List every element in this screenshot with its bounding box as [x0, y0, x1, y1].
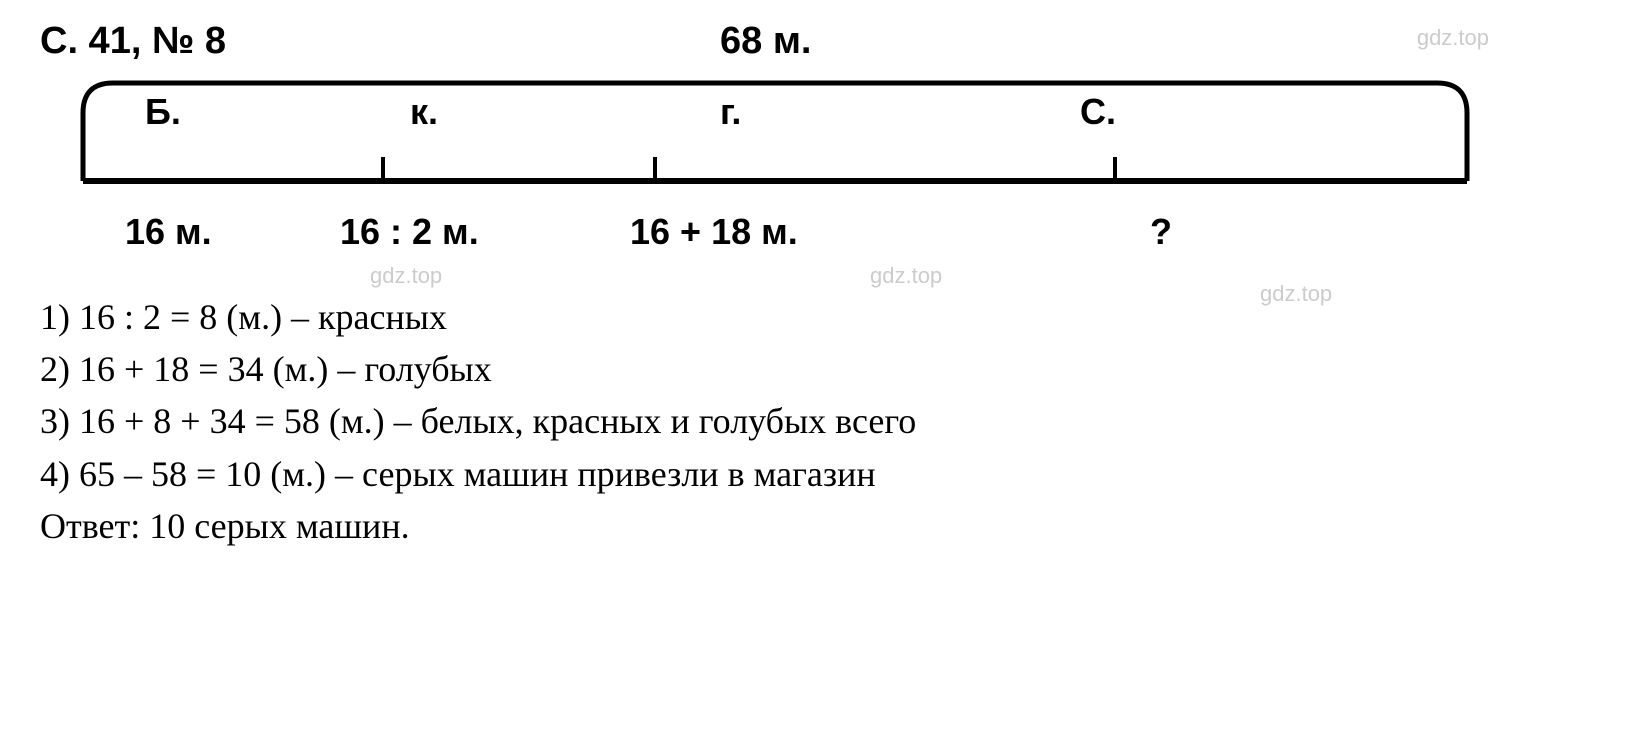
watermark-sol-1: gdz.top	[370, 263, 442, 289]
watermark-top-right: gdz.top	[1417, 25, 1489, 51]
solution-line-2: 2) 16 + 18 = 34 (м.) – голубых	[40, 343, 1589, 395]
header-row: С. 41, № 8 68 м. gdz.top	[40, 20, 1589, 63]
page-reference: С. 41, № 8	[40, 20, 226, 63]
solution-line-3: 3) 16 + 8 + 34 = 58 (м.) – белых, красны…	[40, 395, 1589, 447]
letter-s: С.	[1080, 91, 1116, 133]
total-label: 68 м.	[720, 20, 812, 63]
value-3: 16 + 18 м.	[630, 211, 798, 253]
letter-k: к.	[410, 91, 438, 133]
value-4: ?	[1150, 211, 1172, 253]
watermark-sol-2: gdz.top	[870, 263, 942, 289]
value-1: 16 м.	[125, 211, 212, 253]
letter-b: Б.	[145, 91, 181, 133]
solution-line-4: 4) 65 – 58 = 10 (м.) – серых машин приве…	[40, 448, 1589, 500]
letter-g: г.	[720, 91, 741, 133]
solution-area: gdz.top gdz.top gdz.top 1) 16 : 2 = 8 (м…	[40, 291, 1589, 552]
bracket-path	[83, 83, 1467, 181]
segment-diagram: Б. к. г. С.	[40, 71, 1520, 201]
values-row: 16 м. 16 : 2 м. 16 + 18 м. ?	[40, 211, 1520, 261]
solution-answer: Ответ: 10 серых машин.	[40, 500, 1589, 552]
watermark-sol-3: gdz.top	[1260, 281, 1332, 307]
value-2: 16 : 2 м.	[340, 211, 479, 253]
solution-line-1: 1) 16 : 2 = 8 (м.) – красных	[40, 291, 1589, 343]
bracket-svg	[75, 71, 1475, 201]
